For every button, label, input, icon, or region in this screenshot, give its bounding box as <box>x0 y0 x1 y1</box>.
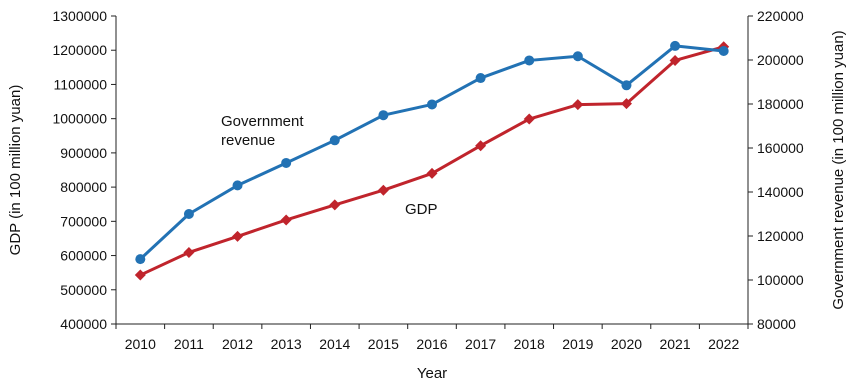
gdp-point <box>475 140 487 152</box>
right-tick-label: 140000 <box>757 184 804 200</box>
left-tick-label: 600000 <box>60 248 107 264</box>
left-y-axis-ticks: 400000 500000 600000 700000 800000 900000 1000… <box>52 8 116 332</box>
left-tick-label: 1300000 <box>52 8 107 24</box>
x-tick-label: 2013 <box>271 336 302 352</box>
x-tick-label: 2012 <box>222 336 253 352</box>
government-revenue-point <box>427 99 437 110</box>
x-axis-title: Year <box>417 365 447 382</box>
left-tick-label: 1000000 <box>52 111 107 127</box>
government-revenue-label-line-2: revenue <box>221 132 275 149</box>
government-revenue-point <box>670 40 681 51</box>
government-revenue-label-line-1: Government <box>221 113 304 130</box>
gdp-point <box>523 113 535 125</box>
gdp-point <box>572 99 584 111</box>
government-revenue-point <box>135 254 146 265</box>
right-tick-label: 100000 <box>757 272 804 288</box>
x-tick-label: 2017 <box>465 336 496 352</box>
gdp-point <box>183 246 195 258</box>
x-tick-label: 2015 <box>368 336 399 352</box>
government-revenue-point <box>524 55 535 66</box>
government-revenue-line <box>139 44 724 261</box>
government-revenue-point <box>378 110 389 121</box>
government-revenue-point <box>329 135 340 146</box>
gdp-point <box>620 98 632 110</box>
left-tick-label: 700000 <box>60 213 107 229</box>
government-revenue-point <box>572 51 583 62</box>
x-tick-label: 2022 <box>708 336 739 352</box>
right-tick-label: 80000 <box>757 316 796 332</box>
series-lines <box>139 44 725 277</box>
left-tick-label: 400000 <box>60 316 107 332</box>
x-tick-label: 2016 <box>416 336 447 352</box>
axes <box>115 16 749 325</box>
series-markers <box>134 40 730 281</box>
government-revenue-point <box>621 80 632 91</box>
x-tick-label: 2020 <box>611 336 642 352</box>
gdp-point <box>426 167 438 179</box>
right-tick-label: 180000 <box>757 96 804 112</box>
government-revenue-point <box>183 209 194 219</box>
gdp-line <box>139 45 725 277</box>
left-tick-label: 500000 <box>60 282 107 298</box>
left-tick-label: 800000 <box>60 179 107 195</box>
gdp-point <box>377 184 389 196</box>
x-tick-label: 2011 <box>174 336 204 352</box>
right-tick-label: 220000 <box>757 8 804 24</box>
x-tick-label: 2021 <box>659 336 690 352</box>
x-tick-label: 2010 <box>125 336 156 352</box>
left-y-axis-title: GDP (in 100 million yuan) <box>7 85 24 256</box>
x-axis-ticks: 2010 2011 2012 2013 2014 2015 2016 2017 2018 2019… <box>115 324 749 352</box>
right-y-axis-title: Government revenue (in 100 million yuan) <box>830 30 847 309</box>
gdp-point <box>669 54 681 66</box>
gdp-point <box>134 269 146 281</box>
right-tick-label: 120000 <box>757 228 804 244</box>
government-revenue-point <box>232 180 243 191</box>
x-tick-label: 2019 <box>562 336 593 352</box>
gdp-point <box>232 230 244 242</box>
right-y-axis-ticks: 80000 100000 120000 140000 160000 180000 20000… <box>748 8 804 332</box>
left-tick-label: 1100000 <box>54 76 108 92</box>
government-revenue-point <box>718 45 729 56</box>
government-revenue-label: Government revenue <box>221 113 308 149</box>
right-tick-label: 200000 <box>757 52 804 68</box>
gdp-point <box>329 199 341 211</box>
gdp-point <box>280 214 292 226</box>
x-tick-label: 2014 <box>319 336 350 352</box>
left-tick-label: 900000 <box>60 145 107 161</box>
government-revenue-point <box>475 73 486 84</box>
government-revenue-point <box>281 157 292 168</box>
right-tick-label: 160000 <box>757 140 804 156</box>
left-tick-label: 1200000 <box>52 42 107 58</box>
gdp-label: GDP <box>405 201 438 218</box>
x-tick-label: 2018 <box>514 336 545 352</box>
